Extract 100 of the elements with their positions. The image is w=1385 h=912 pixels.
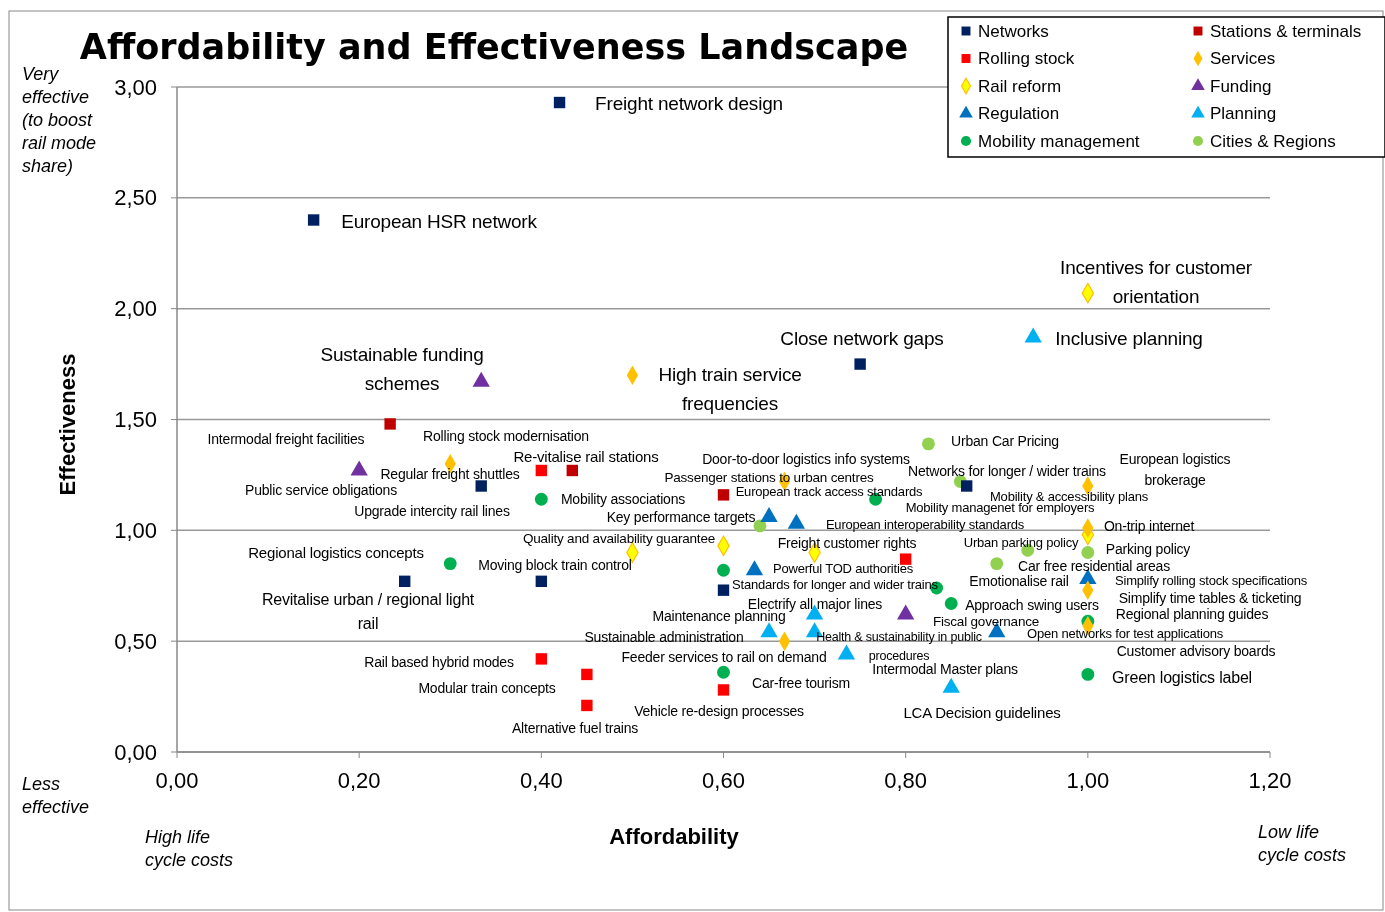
point <box>535 653 548 665</box>
point <box>717 563 730 577</box>
y-tick-label: 3,00 <box>114 74 157 100</box>
annotation: Customer advisory boards <box>1116 643 1276 659</box>
annotation: Car-free tourism <box>752 675 850 691</box>
point <box>760 507 778 523</box>
annotation: Networks for longer / wider trains <box>908 463 1107 479</box>
legend-label: Funding <box>1210 76 1272 96</box>
annotation: Modular train concepts <box>418 680 556 696</box>
annotation: Public service obligations <box>245 482 398 498</box>
annotation: Rolling stock modernisation <box>423 428 589 444</box>
annotation: Freight network design <box>595 92 783 114</box>
annotation: Standards for longer and wider trains <box>732 576 939 592</box>
annotation: Powerful TOD authorities <box>773 560 914 576</box>
x-axis-title: Affordability <box>609 824 740 849</box>
y-tick-label: 0,50 <box>114 628 157 654</box>
annotation: Green logistics label <box>1112 668 1252 686</box>
point <box>535 464 548 477</box>
annotation: Regional planning guides <box>1115 606 1269 622</box>
point <box>553 96 566 109</box>
point <box>990 557 1004 570</box>
annotation: Car free residential areas <box>1018 558 1171 574</box>
point <box>399 575 411 588</box>
y-axis-title: Effectiveness <box>55 353 80 496</box>
annotation: High train service frequencies <box>658 363 802 413</box>
point <box>717 684 730 696</box>
point <box>581 668 593 681</box>
annotation: Urban Car Pricing <box>951 433 1059 449</box>
annotation: Incentives for customer orientation <box>1060 256 1253 306</box>
annotation: Close network gaps <box>780 327 944 349</box>
annotation: Sustainable funding schemes <box>320 343 484 393</box>
x-tick-label: 0,20 <box>337 768 381 793</box>
legend-label: Planning <box>1210 104 1277 123</box>
text: High life cycle costs <box>145 827 234 870</box>
point <box>443 557 457 570</box>
annotation: Sustainable administration <box>584 629 744 645</box>
legend-label: Services <box>1210 49 1276 68</box>
annotation: Urban parking policy <box>963 534 1079 550</box>
point <box>534 492 548 506</box>
legend-label: Mobility management <box>978 131 1140 151</box>
x-tick-label: 0,00 <box>155 768 199 793</box>
annotation: On-trip internet <box>1103 518 1195 534</box>
point <box>535 575 548 588</box>
annotation: Moving block train control <box>478 557 632 573</box>
annotation: Vehicle re-design processes <box>634 703 805 719</box>
annotation: Key performance targets <box>606 509 756 525</box>
point <box>717 665 730 679</box>
annotation: LCA Decision guidelines <box>903 703 1061 721</box>
annotation: European HSR network <box>341 210 538 232</box>
chart-title: Affordability and Effectiveness Landscape <box>79 27 909 67</box>
point <box>475 480 487 492</box>
annotation: European logistics brokerage <box>1119 451 1231 488</box>
annotation: Feeder services to rail on demand <box>621 649 827 665</box>
point <box>1081 546 1095 559</box>
text: Low life cycle costs <box>1258 822 1347 865</box>
annotation: Quality and availability guarantee <box>522 530 716 546</box>
point <box>1081 668 1095 681</box>
legend-label: Regulation <box>978 104 1060 123</box>
y-tick-label: 2,00 <box>114 296 157 322</box>
point <box>307 214 320 226</box>
annotation: Freight customer rights <box>777 535 917 551</box>
point <box>854 358 866 370</box>
annotation: European interoperability standards <box>825 516 1025 532</box>
y-tick-label: 1,00 <box>114 517 157 543</box>
point <box>960 480 973 492</box>
point <box>566 464 578 477</box>
y-tick-label: 0,00 <box>114 739 157 765</box>
annotation: European track access standards <box>735 483 924 499</box>
y-tick-label: 1,50 <box>114 407 157 432</box>
annotation: Rail based hybrid modes <box>364 654 514 670</box>
annotation: Emotionalise rail <box>969 573 1069 589</box>
x-tick-label: 1,20 <box>1248 768 1292 793</box>
point <box>581 699 593 712</box>
point <box>384 418 396 430</box>
legend-label: Cities & Regions <box>1210 131 1336 151</box>
point <box>944 597 958 610</box>
annotation: Simplify time tables & ticketing <box>1118 590 1302 606</box>
point <box>922 437 935 451</box>
text: Less effective <box>22 774 90 817</box>
annotation: Intermodal freight facilities <box>207 431 365 447</box>
annotation: Alternative fuel trains <box>511 720 639 736</box>
annotation: Simplify rolling stock specifications <box>1114 572 1308 588</box>
annotation: Intermodal Master plans <box>872 661 1018 677</box>
annotation: Regular freight shuttles <box>380 466 520 482</box>
x-tick-label: 0,40 <box>519 768 563 793</box>
annotation: Inclusive planning <box>1055 327 1203 349</box>
x-tick-label: 0,80 <box>884 768 928 793</box>
annotation: Re-vitalise rail stations <box>513 447 659 465</box>
annotation: Regional logistics concepts <box>248 543 424 561</box>
legend-label: Rolling stock <box>978 49 1075 68</box>
annotation: Parking policy <box>1105 541 1191 557</box>
y-tick-label: 2,50 <box>114 185 157 211</box>
annotation: Revitalise urban / regional light rail <box>261 590 475 632</box>
legend-label: Stations & terminals <box>1210 21 1362 41</box>
annotation: Upgrade intercity rail lines <box>354 503 510 519</box>
x-tick-label: 0,60 <box>702 768 745 793</box>
legend-label: Networks <box>978 21 1049 41</box>
annotation: Approach swing users <box>965 597 1100 613</box>
point <box>899 553 912 565</box>
point <box>717 584 730 596</box>
